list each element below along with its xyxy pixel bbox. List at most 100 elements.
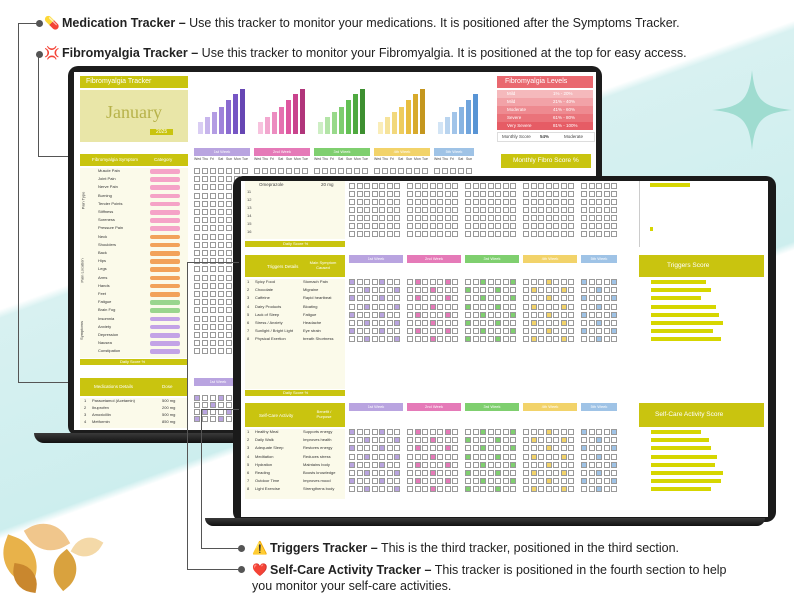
day-checkbox [452, 336, 458, 343]
med-checkbox [487, 191, 494, 197]
med-checkbox [452, 215, 458, 221]
day-checkbox [394, 437, 400, 444]
chart-bar [473, 94, 478, 134]
day-checkbox [429, 279, 436, 285]
medication-table-header: Medications Details Dose [80, 378, 188, 396]
trigger-score-bar [651, 337, 721, 342]
activity-number: 8 [247, 486, 250, 492]
med-checkbox [349, 215, 355, 221]
med-checkbox [487, 231, 494, 237]
connector-dot [238, 545, 245, 552]
med-checkbox [581, 223, 587, 229]
day-checkbox [302, 168, 308, 174]
day-checkbox [422, 437, 428, 444]
day-checkbox [407, 445, 413, 452]
category-tag [150, 169, 180, 174]
medication-number: 3 [84, 412, 87, 417]
med-checkbox [394, 223, 400, 229]
med-checkbox [603, 199, 610, 205]
day-checkbox [371, 295, 378, 302]
day-checkbox [553, 295, 559, 302]
day-checkbox [472, 336, 479, 343]
day-checkbox [379, 287, 385, 294]
day-checkbox [568, 303, 574, 310]
selfcare-callout-title: Self-Care Activity Tracker – [270, 563, 432, 577]
day-checkbox [422, 429, 428, 435]
med-checkbox [480, 199, 486, 205]
day-checkbox [226, 192, 232, 199]
med-checkbox [437, 207, 443, 213]
day-checkbox [545, 461, 552, 468]
week-header: 1st Week [194, 148, 250, 156]
day-checkbox [472, 478, 479, 485]
day-checkbox [510, 279, 516, 285]
med-checkbox [356, 199, 363, 205]
med-checkbox [530, 231, 537, 237]
day-checkbox [194, 315, 200, 322]
day-checkbox [530, 429, 537, 435]
day-checkbox [444, 461, 451, 468]
day-checkbox [581, 303, 587, 310]
med-checkbox [596, 215, 602, 221]
day-checkbox [581, 437, 587, 444]
day-checkbox [364, 336, 370, 343]
day-checkbox [545, 429, 552, 435]
day-checkbox [487, 328, 494, 335]
chart-bar [198, 121, 203, 134]
day-checkbox [545, 287, 552, 294]
day-checkbox [386, 445, 393, 452]
day-checkbox [210, 282, 216, 289]
med-checkbox [502, 183, 509, 189]
day-checkbox [356, 311, 363, 318]
day-checkbox [218, 168, 224, 174]
med-checkbox [588, 215, 595, 221]
day-checkbox [502, 311, 509, 318]
day-checkbox [226, 209, 232, 215]
day-checkbox [553, 320, 559, 326]
day-checkbox [596, 320, 602, 326]
day-checkbox [502, 429, 509, 435]
day-checkbox [349, 320, 355, 326]
day-checkbox [429, 311, 436, 318]
day-checkbox [495, 470, 501, 476]
med-checkbox [349, 223, 355, 229]
trigger-row: 3 Caffeine Rapid heartbeat [247, 295, 343, 302]
day-checkbox [407, 478, 413, 485]
day-checkbox [349, 437, 355, 444]
day-checkbox [568, 437, 574, 444]
med-checkbox [394, 231, 400, 237]
med-score-bar [650, 183, 690, 187]
med-checkbox [581, 207, 587, 213]
day-checkbox [379, 470, 385, 476]
day-checkbox [262, 168, 268, 174]
day-checkbox [495, 320, 501, 326]
category-tag [150, 185, 180, 190]
day-checkbox [611, 328, 617, 335]
day-checkbox [568, 328, 574, 335]
day-checkbox [202, 184, 208, 191]
day-checkbox [603, 295, 610, 302]
levels-title: Fibromyalgia Levels [505, 78, 568, 85]
omeprazole-dose: 20 mg [321, 182, 334, 187]
day-checkbox [422, 445, 428, 452]
day-checkbox [603, 478, 610, 485]
day-checkbox [523, 279, 529, 285]
day-checkbox [356, 437, 363, 444]
med-checkbox [538, 223, 544, 229]
day-checkbox [202, 299, 208, 306]
med-checkbox [472, 207, 479, 213]
day-header: Mon [234, 157, 241, 161]
symptom-name: Tender Points [98, 200, 123, 206]
med-checkbox [510, 215, 516, 221]
med-checkbox [364, 215, 370, 221]
trigger-symptom: Rapid heartbeat [303, 295, 332, 301]
tablet-device: Omeprazole 20 mg 11 12 13 14 15 16 Daily Scor… [233, 176, 776, 522]
category-tag [150, 226, 180, 231]
day-checkbox [495, 453, 501, 460]
day-checkbox [371, 336, 378, 343]
med-checkbox [407, 215, 413, 221]
day-checkbox [194, 348, 200, 355]
day-checkbox [596, 437, 602, 444]
activity-row: 1 Healthy Meal Supports energy [247, 429, 343, 436]
day-checkbox [314, 168, 320, 174]
